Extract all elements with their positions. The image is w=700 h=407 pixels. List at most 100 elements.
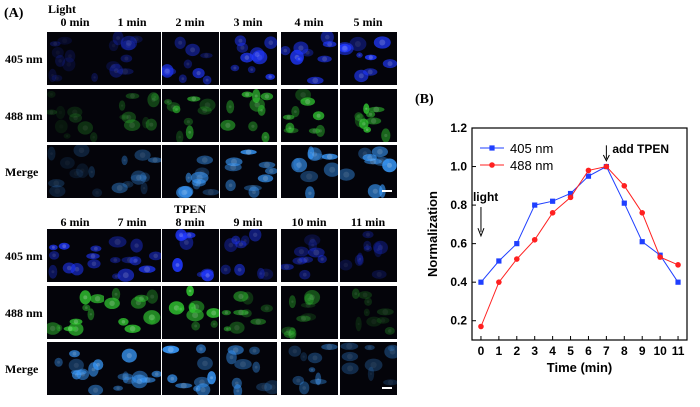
micrograph-tile [162,342,219,395]
data-point-circle [675,262,681,268]
micrograph-tile [340,229,397,282]
micrograph-tile [340,32,397,85]
micrograph-tile [281,229,338,282]
micrograph-tile [281,89,338,142]
data-point-square [567,190,574,197]
x-tick-label: 3 [531,344,538,358]
row-label: 488 nm [5,306,43,320]
pre-label-tpen: TPEN [173,202,206,216]
row-label: 488 nm [5,109,43,123]
plot-frame [471,127,688,341]
row-label: Merge [5,362,39,376]
x-tick-label: 10 [653,344,667,358]
data-point-circle [478,323,484,330]
data-point-square [675,279,681,285]
top-time-label: 4 min [294,15,324,29]
y-tick-label: 0.8 [450,198,467,212]
data-point-circle [585,167,592,174]
x-tick-label: 1 [496,344,503,358]
top-time-label: 1 min [117,15,147,29]
y-tick-label: 1.0 [450,160,467,174]
row-label: 405 nm [5,249,43,263]
top-time-label: 5 min [353,15,383,29]
micrograph-tile [162,286,219,339]
x-tick-label: 7 [603,344,610,358]
data-point-square [514,241,520,247]
micrograph-tile [162,145,219,198]
micrograph-tile [281,342,338,395]
x-axis-label: Time (min) [547,360,613,375]
micrograph-tile [104,286,161,339]
micrograph-tile [281,145,338,198]
scale-bar [382,387,392,389]
data-point-square [478,279,484,285]
micrograph-tile [47,32,104,85]
x-tick-label: 4 [549,344,556,358]
panel-b-label: (B) [415,92,434,107]
y-tick-label: 1.2 [450,121,467,135]
data-point-circle [549,210,556,216]
x-tick-label: 6 [585,344,592,358]
data-point-square [621,200,627,206]
legend-label: 488 nm [510,158,553,173]
bottom-time-label: 9 min [233,215,263,229]
bottom-time-label: 7 min [117,215,147,229]
x-tick-label: 5 [567,344,574,358]
data-point-square [496,258,502,264]
legend-label: 405 nm [510,141,553,156]
micrograph-tile [340,145,397,198]
series-line-1 [480,165,679,327]
micrograph-tile [162,32,219,85]
micrograph-tile [104,229,161,282]
micrograph-tile [340,286,397,339]
bottom-time-label: 6 min [60,215,90,229]
micrograph-tile [47,229,104,282]
data-point-square [585,173,592,179]
micrograph-tile [281,286,338,339]
data-point-circle [639,210,646,216]
row-label: Merge [5,165,39,179]
micrograph-tile [281,32,338,85]
micrograph-tile [220,229,277,282]
data-point-circle [496,279,502,285]
row-label: 405 nm [5,52,43,66]
data-point-circle [657,254,663,260]
x-tick-label: 8 [621,344,628,358]
micrograph-tile [340,342,397,395]
legend-marker [489,162,495,168]
legend-marker [489,145,495,151]
micrograph-tile [340,89,397,142]
data-point-square [639,239,645,245]
micrograph-tile [47,89,104,142]
pre-label-light: Light [47,2,76,16]
x-tick-label: 0 [478,344,485,358]
y-axis-label: Normalization [425,191,440,277]
y-tick-label: 0.2 [450,314,467,328]
annotation-arrowhead [477,228,485,238]
x-tick-label: 9 [639,344,646,358]
micrograph-tile [162,89,219,142]
data-point-square [550,198,556,204]
top-time-label: 3 min [233,15,263,29]
bottom-time-label: 8 min [175,215,205,229]
micrograph-tile [104,89,161,142]
micrograph-tile [104,32,161,85]
bottom-time-label: 11 min [350,215,386,229]
micrograph-tile [220,145,277,198]
micrograph-tile [104,145,161,198]
normalization-chart: 0.2 0.4 0.6 0.8 1.0 1.2 0 1 2 3 4 5 6 7 8 9 10 11 Time (mi… [425,121,688,375]
data-point-circle [531,236,538,243]
annotation-light: light [473,190,498,204]
annotation-add-tpen: add TPEN [612,142,669,156]
data-point-circle [603,163,610,170]
data-point-circle [513,256,520,262]
bottom-time-label: 10 min [291,215,327,229]
data-point-circle [567,194,574,201]
series-line-0 [480,165,679,283]
micrograph-tile [220,32,277,85]
y-tick-label: 0.6 [450,237,467,251]
top-time-label: 0 min [60,15,90,29]
data-point-square [532,202,538,208]
annotation-arrowhead [602,154,610,162]
micrograph-tile [220,286,277,339]
